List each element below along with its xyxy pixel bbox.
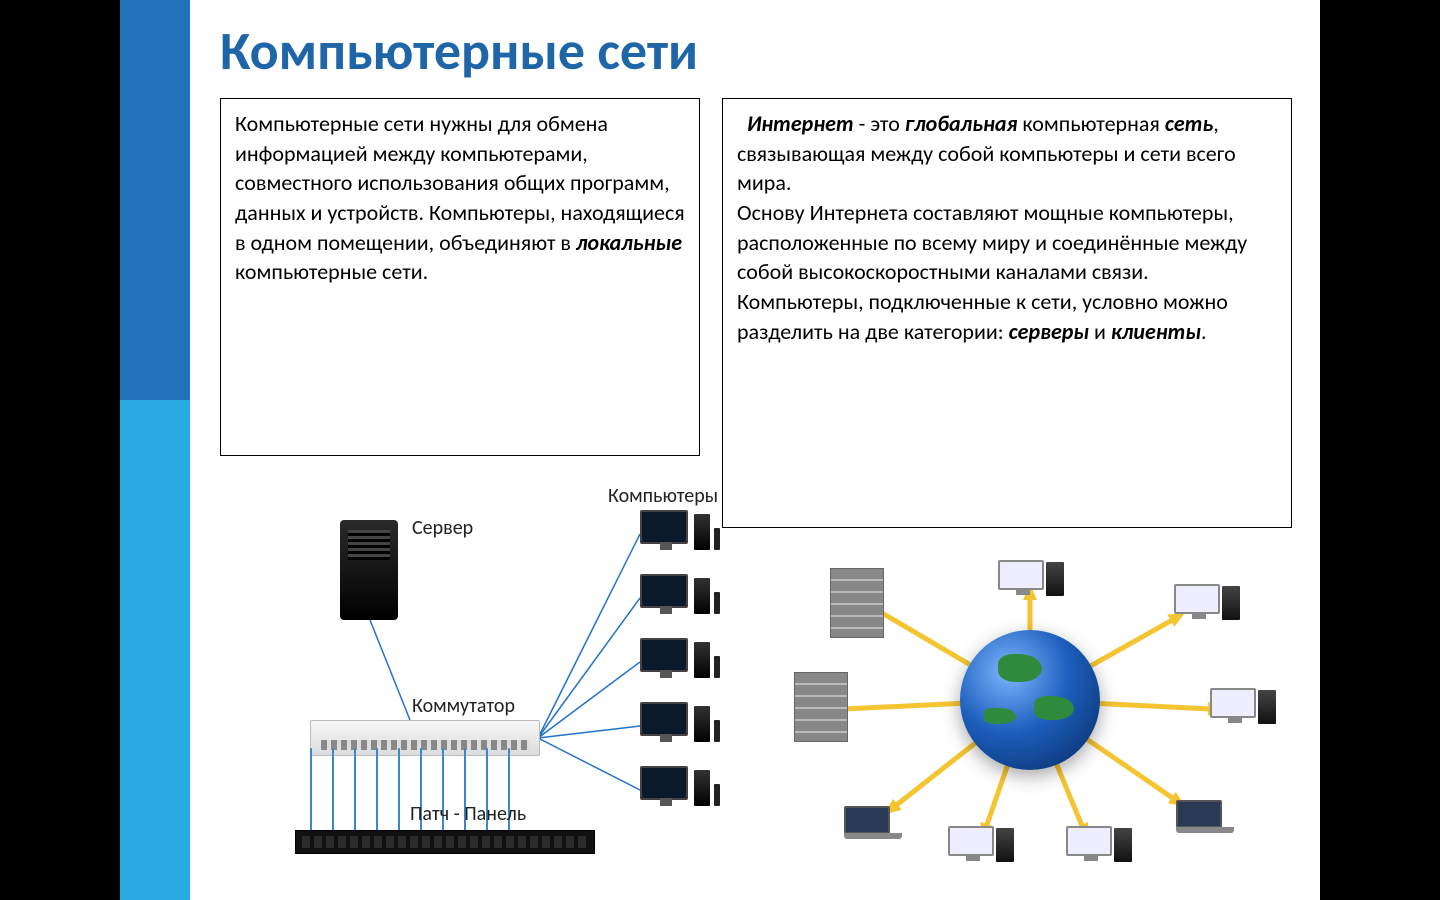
emphasis-servers: серверы (1009, 318, 1089, 345)
text: и (1089, 318, 1111, 345)
desktop-icon (998, 560, 1058, 602)
paragraph: Основу Интернета составляют мощные компь… (737, 198, 1277, 287)
emphasis-local: локальные (576, 229, 682, 256)
computer-icon (640, 638, 720, 686)
emphasis-internet: Интернет (747, 110, 854, 137)
slide-title: Компьютерные сети (220, 18, 698, 84)
sidebar-accent (120, 0, 190, 900)
computer-icon (640, 766, 720, 814)
desktop-icon (1210, 688, 1270, 730)
emphasis-clients: клиенты (1111, 318, 1201, 345)
sidebar-accent-top (120, 0, 190, 400)
text: компьютерные сети. (235, 258, 428, 285)
label-patch: Патч - Панель (410, 802, 526, 826)
desktop-icon (1066, 826, 1126, 868)
internet-globe-diagram (790, 560, 1270, 870)
server-stack-icon (794, 672, 848, 742)
paragraph: Компьютеры, подключенные к сети, условно… (737, 287, 1277, 346)
label-server: Сервер (412, 516, 473, 540)
emphasis-network: сеть (1165, 110, 1213, 137)
computer-icon (640, 574, 720, 622)
text: компьютерная (1017, 110, 1164, 137)
emphasis-global: глобальная (905, 110, 1018, 137)
label-computers: Компьютеры (608, 484, 718, 508)
text: - это (854, 110, 905, 137)
computer-icon (640, 510, 720, 558)
text-box-local-networks: Компьютерные сети нужны для обмена инфор… (220, 98, 700, 456)
desktop-icon (948, 826, 1008, 868)
text: . (1201, 318, 1207, 345)
paragraph: Интернет - это глобальная компьютерная с… (737, 109, 1277, 198)
globe-icon (960, 630, 1100, 770)
patch-panel-icon (295, 830, 595, 854)
laptop-icon (844, 806, 902, 842)
server-stack-icon (830, 568, 884, 638)
label-switch: Коммутатор (412, 694, 515, 718)
sidebar-accent-bottom (120, 400, 190, 900)
slide: Компьютерные сети Компьютерные сети нужн… (120, 0, 1320, 900)
local-network-diagram: Сервер Коммутатор Патч - Панель Компьюте… (220, 480, 750, 880)
desktop-icon (1174, 584, 1234, 626)
server-icon (340, 520, 398, 620)
computer-icon (640, 702, 720, 750)
text-box-internet: Интернет - это глобальная компьютерная с… (722, 98, 1292, 528)
laptop-icon (1176, 800, 1234, 836)
